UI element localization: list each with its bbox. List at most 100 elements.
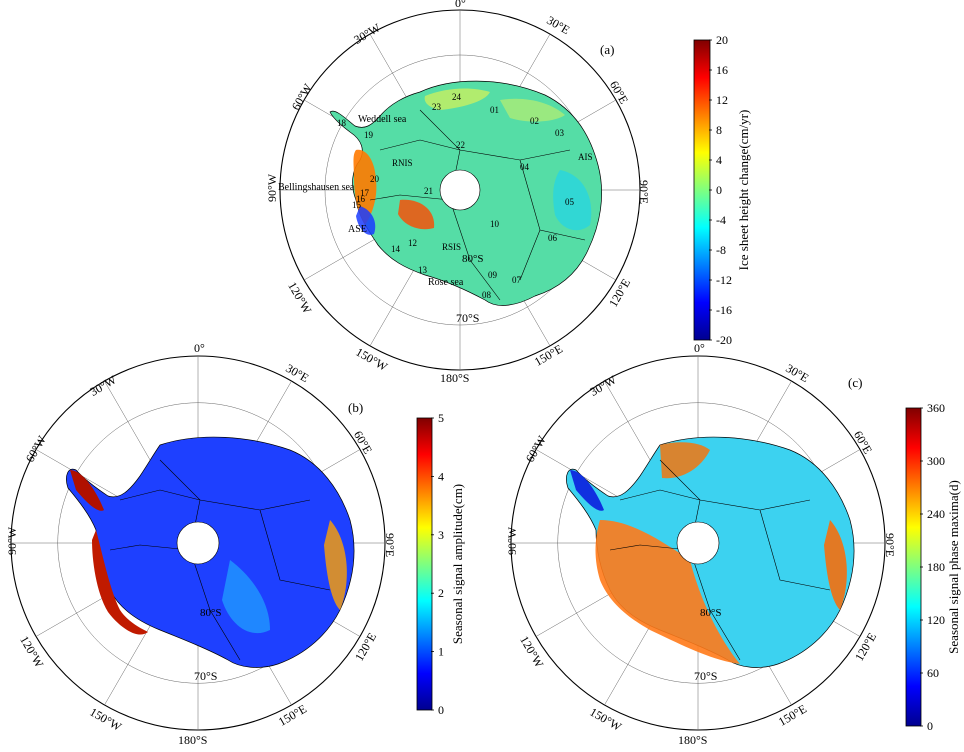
panel-a-basin-12: 12 — [408, 238, 417, 248]
panel-a-antarctica — [329, 80, 602, 306]
panel-a-colorbar-title: Ice sheet height change(cm/yr) — [736, 110, 751, 271]
panel-a-label: (a) — [600, 42, 614, 57]
colorbar-tick-label: -4 — [716, 213, 726, 227]
panel-a-west-hot-2 — [398, 199, 435, 230]
colorbar-tick-label: 360 — [927, 401, 945, 415]
panel-a-basin-08: 08 — [482, 290, 492, 300]
panel-c-lat-70s: 70°S — [694, 669, 717, 683]
panel-c-lat-80s: 80°S — [700, 607, 722, 619]
panel-a-basin-21: 21 — [424, 186, 433, 196]
panel-c-colorbar: 360 300 240 180 120 60 0 Seasonal signal phase… — [905, 401, 961, 733]
panel-a-basin-24: 24 — [452, 92, 462, 102]
colorbar-tick-label: -16 — [716, 303, 732, 317]
colorbar-tick-label: 1 — [438, 645, 444, 659]
panel-c-west-orange — [595, 520, 740, 664]
panel-b-peninsula-hot — [70, 470, 104, 511]
colorbar-tick-label: -20 — [716, 333, 732, 347]
panel-a-basin-01: 01 — [490, 105, 499, 115]
panel-a-basin-07: 07 — [512, 275, 522, 285]
panel-b-lon-90e: 90°E — [383, 533, 397, 557]
panel-a-basin-19: 19 — [364, 130, 374, 140]
panel-a-pole-hole — [439, 169, 481, 211]
panel-b-lat-70s: 70°S — [194, 669, 217, 683]
colorbar-ticks: 20 16 12 8 4 0 -4 -8 -12 -16 -20 — [709, 33, 732, 347]
panel-a-colorbar-scale — [693, 39, 711, 341]
panel-c-north-orange — [660, 442, 710, 479]
panel-a-basin-13: 13 — [418, 265, 428, 275]
panel-a-sea-weddell: Weddell sea — [358, 114, 407, 125]
panel-b-pole-hole — [176, 521, 220, 565]
colorbar-tick-label: 300 — [927, 454, 945, 468]
panel-c: (c) 0° 30°E 60°E 90°E 120°E 150°E 180°S … — [505, 341, 961, 747]
colorbar-tick-label: 0 — [927, 719, 933, 733]
panel-a-basin-22: 22 — [456, 140, 465, 150]
panel-c-colorbar-title: Seasonal signal phase maxima(d) — [946, 480, 961, 654]
colorbar-tick-label: 12 — [716, 93, 728, 107]
panel-b-west-coast-hot — [92, 530, 148, 635]
panel-a-colorbar: 20 16 12 8 4 0 -4 -8 -12 -16 -20 Ice sheet height … — [693, 33, 751, 347]
colorbar-tick-label: 16 — [716, 63, 728, 77]
panel-b-colorbar: 5 4 3 2 1 0 Seasonal signal amplitude(cm) — [416, 411, 465, 717]
panel-a-basin-10: 10 — [490, 219, 500, 229]
panel-b: (b) 0° 30°E 60°E 90°E 120°E 150°E 180°S … — [5, 341, 465, 747]
panel-a-map: (a) 0° 30°E 60°E 90°E 120°E 150°E 180°S … — [265, 0, 651, 385]
panel-a-lon-0: 0° — [455, 0, 466, 10]
colorbar-tick-label: 240 — [927, 507, 945, 521]
panel-a-basin-16: 16 — [356, 194, 366, 204]
colorbar-ticks: 5 4 3 2 1 0 — [431, 411, 444, 717]
colorbar-tick-label: 60 — [927, 666, 939, 680]
panel-c-peninsula-blue — [570, 470, 604, 511]
colorbar-tick-label: -8 — [716, 243, 726, 257]
colorbar-tick-label: 4 — [438, 469, 444, 483]
panel-a-basin-09: 09 — [488, 270, 498, 280]
panel-a-basin-14: 14 — [391, 244, 401, 254]
panel-a: (a) 0° 30°E 60°E 90°E 120°E 150°E 180°S … — [265, 0, 751, 385]
panel-a-west-coast-hot — [353, 149, 377, 225]
panel-a-ase-blue — [356, 206, 376, 235]
panel-c-pole-hole — [676, 521, 720, 565]
panel-c-colorbar-scale — [905, 407, 922, 727]
panel-a-shelf-ais: AIS — [578, 152, 593, 162]
panel-a-lon-90w: 90°W — [265, 173, 279, 202]
panel-b-lat-80s: 80°S — [200, 607, 222, 619]
panel-a-yellow-region-2 — [500, 98, 565, 122]
panel-a-shelf-rnis: RNIS — [392, 158, 413, 168]
colorbar-ticks: 360 300 240 180 120 60 0 — [920, 401, 945, 733]
panel-b-label: (b) — [348, 400, 363, 415]
panel-b-basin-lines — [109, 459, 331, 661]
colorbar-tick-label: 20 — [716, 33, 728, 47]
panel-a-basin-06: 06 — [548, 233, 558, 243]
panel-a-basin-15: 15 — [352, 200, 362, 210]
panel-c-map: (c) 0° 30°E 60°E 90°E 120°E 150°E 180°S … — [505, 341, 897, 747]
panel-c-lon-90w: 90°W — [505, 526, 519, 555]
panel-a-basin-04: 04 — [520, 162, 530, 172]
panel-c-lon-90e: 90°E — [883, 533, 897, 557]
panel-b-lon-180: 180°S — [178, 733, 207, 747]
panel-a-shelf-rsis: RSIS — [442, 242, 461, 252]
panel-b-lon-90w: 90°W — [5, 526, 19, 555]
panel-c-label: (c) — [848, 375, 862, 390]
panel-a-lon-180: 180°S — [440, 371, 469, 385]
panel-a-basin-23: 23 — [432, 102, 442, 112]
colorbar-tick-label: -12 — [716, 273, 732, 287]
panel-a-basin-02: 02 — [530, 116, 539, 126]
panel-a-east-cyan — [553, 170, 592, 231]
colorbar-tick-label: 4 — [716, 153, 722, 167]
panel-b-map: (b) 0° 30°E 60°E 90°E 120°E 150°E 180°S … — [5, 341, 397, 747]
panel-a-yellow-region-1 — [424, 88, 490, 110]
panel-a-shelf-ase: ASE — [348, 224, 367, 235]
colorbar-tick-label: 5 — [438, 411, 444, 425]
colorbar-tick-label: 180 — [927, 560, 945, 574]
colorbar-tick-label: 3 — [438, 528, 444, 542]
panel-a-basin-20: 20 — [370, 174, 380, 184]
panel-a-sea-rose: Rose sea — [428, 277, 464, 288]
panel-c-lon-0: 0° — [694, 341, 705, 355]
panel-a-basin-18: 18 — [337, 118, 347, 128]
panel-a-lon-90e: 90°E — [637, 180, 651, 204]
panel-b-colorbar-scale — [416, 417, 433, 711]
panel-a-lat-70s: 70°S — [456, 311, 479, 325]
panel-a-basin-03: 03 — [555, 128, 565, 138]
panel-a-basin-lines — [369, 109, 586, 301]
panel-b-east-coast-mixed — [324, 520, 347, 610]
